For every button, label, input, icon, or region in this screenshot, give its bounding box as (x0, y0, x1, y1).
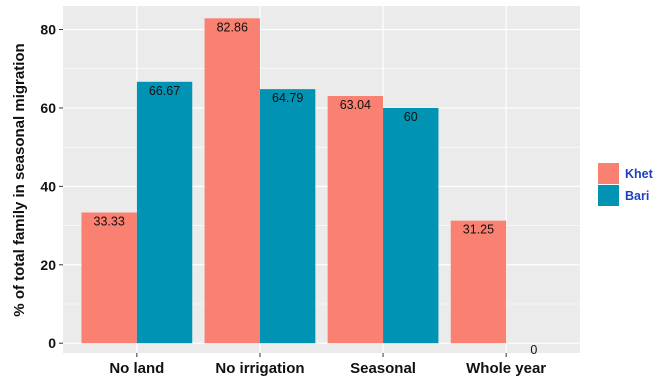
y-tick-label: 20 (40, 257, 56, 273)
y-tick-label: 40 (40, 178, 56, 194)
x-axis-ticks: No land No irrigation Seasonal Whole year (109, 353, 546, 377)
bars (81, 18, 507, 344)
y-tick-label: 60 (40, 100, 56, 116)
legend-key-bari (598, 185, 619, 206)
legend: Khet Bari (598, 163, 654, 206)
bar-bari-1 (136, 81, 193, 344)
bar-khet-1 (81, 212, 137, 344)
x-tick-label: Seasonal (350, 360, 416, 377)
data-labels: 33.33 82.86 63.04 31.25 66.67 64.79 60 0 (94, 20, 538, 357)
bar-bari-3 (383, 107, 439, 344)
legend-key-khet (598, 163, 619, 184)
bar-khet-4 (450, 220, 507, 344)
data-label-bari-2: 64.79 (272, 91, 303, 105)
x-tick-label: Whole year (466, 360, 546, 377)
y-axis-label: % of total family in seasonal migration (11, 43, 28, 316)
bar-bari-2 (259, 89, 316, 344)
data-label-bari-3: 60 (404, 110, 418, 124)
data-label-khet-1: 33.33 (94, 215, 125, 229)
x-tick-label: No land (109, 360, 164, 377)
y-tick-label: 0 (48, 335, 56, 351)
bar-khet-3 (327, 96, 384, 344)
data-label-bari-4: 0 (530, 343, 537, 357)
data-label-khet-4: 31.25 (463, 223, 494, 237)
y-axis-ticks: 0 20 40 60 80 (40, 22, 63, 351)
x-tick-label: No irrigation (215, 360, 304, 377)
data-label-bari-1: 66.67 (149, 84, 180, 98)
legend-label-khet: Khet (625, 167, 654, 181)
legend-label-bari: Bari (625, 189, 649, 203)
data-label-khet-3: 63.04 (340, 98, 371, 112)
bar-khet-2 (204, 18, 260, 344)
y-tick-label: 80 (40, 22, 56, 38)
data-label-khet-2: 82.86 (217, 20, 248, 34)
